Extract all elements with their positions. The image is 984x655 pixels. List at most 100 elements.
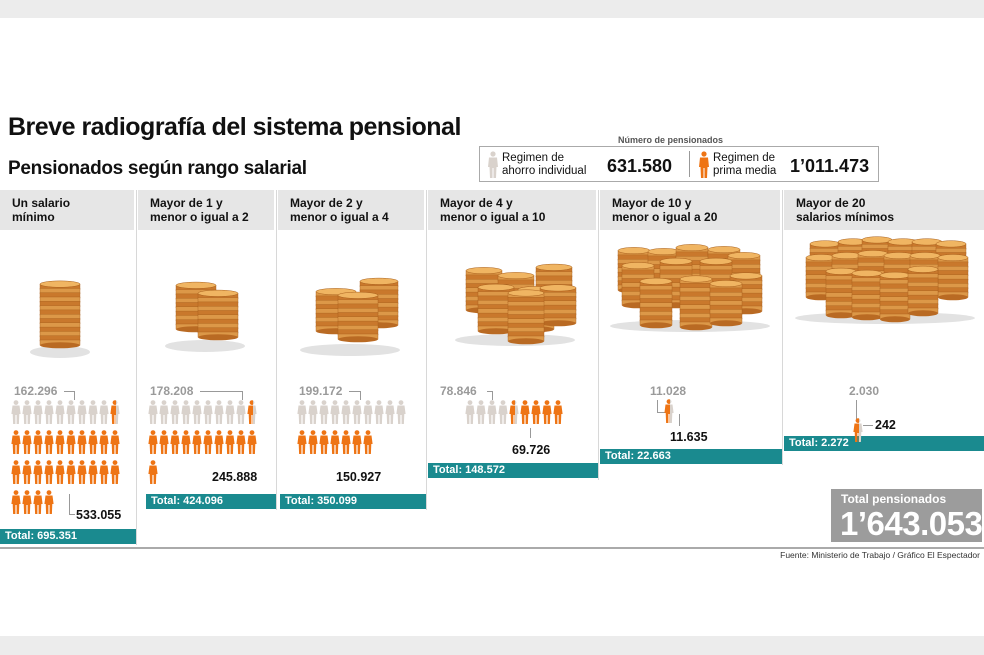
grand-total-box: Total pensionados 1’643.053 xyxy=(831,489,983,542)
prima-person-icon xyxy=(225,430,235,454)
leader-line xyxy=(863,424,873,426)
prima-person-icon xyxy=(247,400,257,424)
ahorro-person-icon xyxy=(498,400,508,424)
prima-value: 11.635 xyxy=(670,430,708,444)
ahorro-person-icon xyxy=(385,400,395,424)
prima-value: 533.055 xyxy=(76,508,122,522)
bottom-rule xyxy=(0,547,984,549)
ahorro-person-icon xyxy=(192,400,202,424)
legend-title: Número de pensionados xyxy=(618,135,724,145)
ahorro-person-icon xyxy=(308,400,318,424)
prima-person-icon xyxy=(341,430,351,454)
ahorro-person-icon xyxy=(88,400,98,424)
coin-stack xyxy=(851,269,883,321)
ahorro-person-icon xyxy=(66,400,76,424)
ahorro-value: 78.846 xyxy=(440,384,477,398)
grand-total-value: 1’643.053 xyxy=(840,505,983,542)
bottom-band xyxy=(0,636,984,655)
ahorro-person-icon xyxy=(203,400,213,424)
coin-stack xyxy=(477,283,515,335)
ahorro-person-icon xyxy=(319,400,329,424)
ahorro-value: 178.208 xyxy=(150,384,194,398)
coin-stack xyxy=(709,280,743,327)
prima-person-icon xyxy=(22,490,32,514)
prima-person-icon xyxy=(22,430,32,454)
leader-line xyxy=(64,391,75,400)
total-bar: Total: 424.096 xyxy=(146,494,276,509)
prima-person-icon xyxy=(520,400,530,424)
leader-line xyxy=(487,391,493,400)
ahorro-value: 162.296 xyxy=(14,384,58,398)
prima-person-icon xyxy=(11,430,21,454)
column-header: Mayor de 4 y menor o igual a 10 xyxy=(428,190,596,230)
prima-person-icon xyxy=(66,460,76,484)
total-bar: Total: 148.572 xyxy=(428,463,598,478)
coin-shadow xyxy=(30,346,90,358)
coin-stack xyxy=(539,284,577,327)
ahorro-person-icon xyxy=(44,400,54,424)
prima-person-icon xyxy=(247,430,257,454)
ahorro-person-icon xyxy=(99,400,109,424)
column-divider xyxy=(782,190,783,465)
prima-person-icon xyxy=(148,430,158,454)
prima-person-icon xyxy=(88,430,98,454)
page-title: Breve radiografía del sistema pensional xyxy=(8,113,461,141)
prima-person-icon xyxy=(214,430,224,454)
ahorro-person-icon xyxy=(170,400,180,424)
coin-stack xyxy=(315,288,357,335)
prima-person-icon xyxy=(297,430,307,454)
ahorro-person-icon xyxy=(352,400,362,424)
grand-total-label: Total pensionados xyxy=(841,492,947,506)
column-divider xyxy=(426,190,427,510)
legend-prima-value: 1’011.473 xyxy=(790,156,870,176)
coin-shadow xyxy=(165,340,245,352)
total-bar: Total: 22.663 xyxy=(600,449,782,464)
prima-person-icon xyxy=(22,460,32,484)
column-divider xyxy=(276,190,277,510)
leader-line xyxy=(200,391,243,400)
ahorro-person-icon xyxy=(77,400,87,424)
coin-shadow xyxy=(300,344,400,356)
ahorro-person-icon xyxy=(396,400,406,424)
ahorro-person-icon xyxy=(330,400,340,424)
prima-value: 245.888 xyxy=(212,470,258,484)
leader-line xyxy=(679,414,681,426)
coin-stack xyxy=(39,280,81,349)
prima-person-icon xyxy=(88,460,98,484)
small-person-icon xyxy=(853,418,863,442)
prima-person-icon xyxy=(44,430,54,454)
ahorro-person-icon xyxy=(297,400,307,424)
ahorro-person-icon xyxy=(236,400,246,424)
coin-stack xyxy=(175,281,217,333)
ahorro-person-icon xyxy=(487,400,497,424)
prima-person-icon xyxy=(531,400,541,424)
ahorro-person-icon xyxy=(476,400,486,424)
split-person-icon xyxy=(664,399,674,423)
legend-ahorro-label: Regimen de ahorro individual xyxy=(502,152,587,177)
prima-person-icon xyxy=(509,400,519,424)
column-header: Mayor de 2 y menor o igual a 4 xyxy=(278,190,424,230)
ahorro-person-icon xyxy=(225,400,235,424)
coin-stack xyxy=(879,271,911,323)
total-bar: Total: 695.351 xyxy=(0,529,136,544)
prima-person-icon xyxy=(203,430,213,454)
ahorro-value: 11.028 xyxy=(650,384,687,398)
source-note: Fuente: Ministerio de Trabajo / Gráfico … xyxy=(780,550,980,560)
prima-person-icon xyxy=(55,460,65,484)
ahorro-person-icon xyxy=(181,400,191,424)
prima-person-icon xyxy=(77,430,87,454)
prima-person-icon xyxy=(11,490,21,514)
leader-line xyxy=(349,391,361,400)
prima-person-icon xyxy=(542,400,552,424)
legend-ahorro-value: 631.580 xyxy=(607,156,673,176)
column-header: Un salario mínimo xyxy=(0,190,134,230)
total-bar: Total: 2.272 xyxy=(784,436,984,451)
coin-stack xyxy=(679,275,713,331)
ahorro-person-icon xyxy=(55,400,65,424)
prima-person-icon xyxy=(236,430,246,454)
ahorro-person-icon xyxy=(374,400,384,424)
coin-stack xyxy=(825,267,857,319)
ahorro-person-icon xyxy=(11,400,21,424)
